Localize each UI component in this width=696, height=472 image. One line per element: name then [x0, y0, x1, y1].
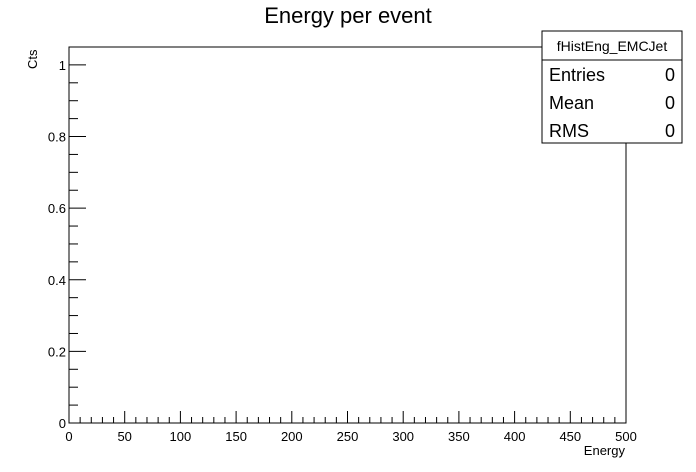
x-tick-label: 50 — [117, 429, 131, 444]
x-axis-label: Energy — [584, 443, 626, 458]
stats-box-frame — [541, 30, 683, 144]
y-tick-label: 0.8 — [48, 130, 66, 145]
y-tick-label: 0.6 — [48, 201, 66, 216]
stats-mean-label: Mean — [549, 93, 594, 113]
stats-mean-value: 0 — [665, 93, 675, 113]
stats-rms-label: RMS — [549, 121, 589, 141]
stats-box: fHistEng_EMCJet Entries 0 Mean 0 RMS 0 — [541, 30, 683, 144]
x-tick-label: 400 — [504, 429, 526, 444]
stats-entries-label: Entries — [549, 65, 605, 85]
x-tick-label: 500 — [615, 429, 637, 444]
x-axis-ticks: 0 50 100 150 200 250 300 350 400 450 500 — [65, 411, 637, 444]
x-tick-label: 450 — [559, 429, 581, 444]
stats-rms-value: 0 — [665, 121, 675, 141]
x-tick-label: 350 — [448, 429, 470, 444]
stats-entries-value: 0 — [665, 65, 675, 85]
x-tick-label: 200 — [281, 429, 303, 444]
chart-title: Energy per event — [264, 3, 432, 28]
stats-box-title: fHistEng_EMCJet — [557, 38, 668, 54]
x-tick-label: 100 — [170, 429, 192, 444]
x-tick-label: 250 — [337, 429, 359, 444]
x-tick-label: 0 — [65, 429, 72, 444]
y-tick-label: 0.4 — [48, 273, 66, 288]
y-axis-label: Cts — [25, 49, 40, 69]
x-tick-label: 300 — [392, 429, 414, 444]
y-axis-ticks: 0 0.2 0.4 0.6 0.8 1 — [48, 46, 86, 431]
x-tick-label: 150 — [225, 429, 247, 444]
y-tick-label: 0.2 — [48, 344, 66, 359]
y-tick-label: 1 — [59, 58, 66, 73]
y-tick-label: 0 — [59, 416, 66, 431]
